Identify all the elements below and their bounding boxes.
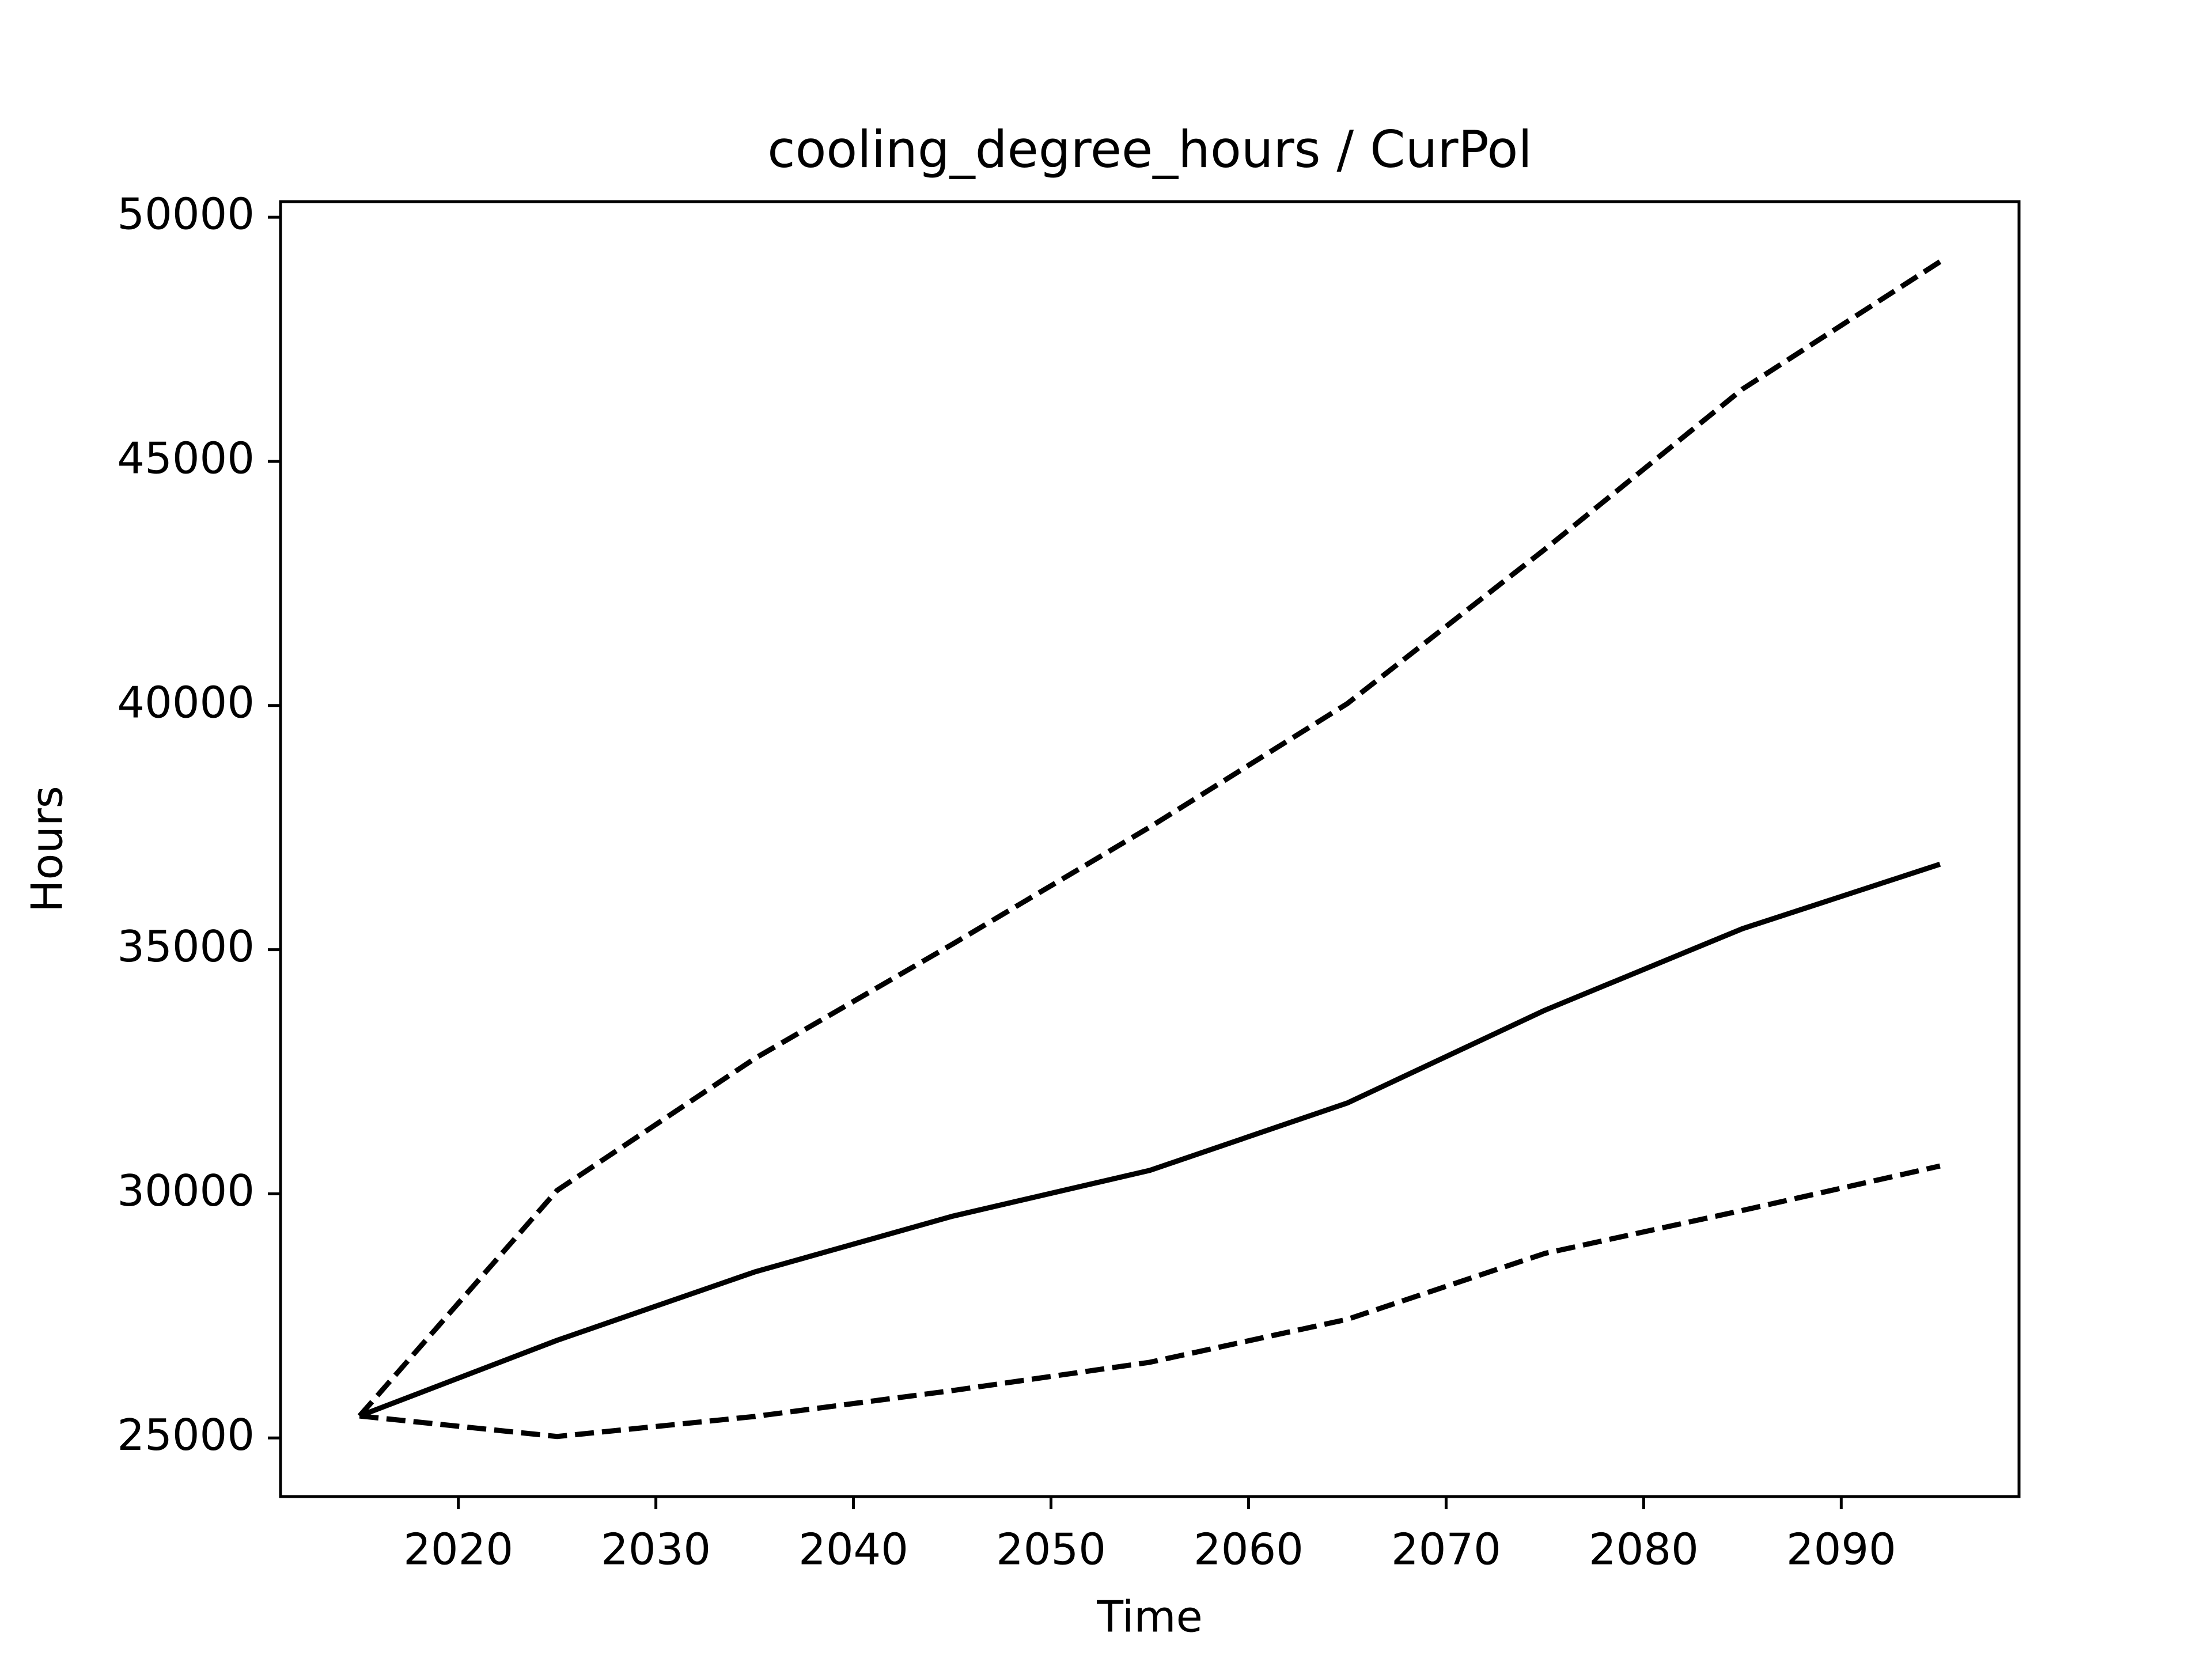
chart-title: cooling_degree_hours / CurPol (767, 120, 1532, 179)
y-tick-label: 40000 (117, 677, 255, 728)
plot-frame (279, 200, 2021, 1498)
x-tick-label: 2080 (1589, 1524, 1699, 1575)
x-tick-label: 2070 (1391, 1524, 1501, 1575)
y-axis-label: Hours (22, 786, 73, 912)
x-axis-label: Time (1096, 1592, 1203, 1642)
x-tick-label: 2030 (601, 1524, 711, 1575)
y-tick-label: 50000 (117, 189, 255, 240)
y-tick-label: 25000 (117, 1410, 255, 1460)
x-tick-label: 2050 (996, 1524, 1106, 1575)
line-series (358, 862, 1941, 1419)
x-tick-label: 2040 (798, 1524, 908, 1575)
x-tick-label: 2060 (1194, 1524, 1304, 1575)
x-tick-label: 2090 (1786, 1524, 1896, 1575)
y-tick-label: 45000 (117, 433, 255, 483)
line-series (359, 1163, 1941, 1440)
y-tick-label: 30000 (117, 1165, 255, 1216)
x-tick-label: 2020 (403, 1524, 513, 1575)
y-tick-label: 35000 (117, 921, 255, 972)
